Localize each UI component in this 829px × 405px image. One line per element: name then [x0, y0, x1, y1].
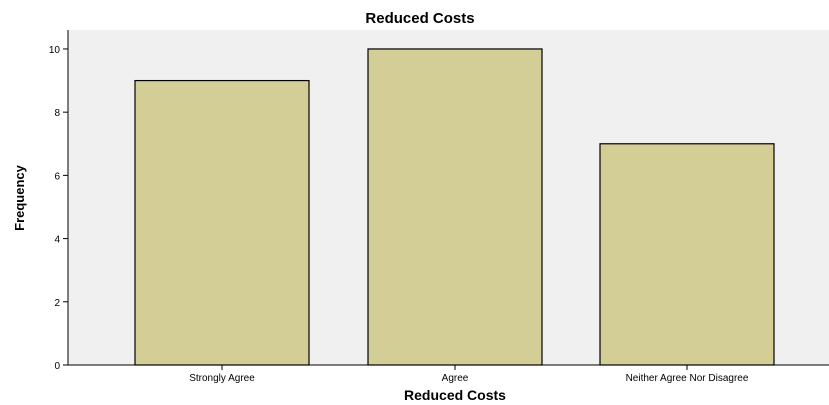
y-tick-label: 10	[49, 45, 61, 56]
x-tick-label: Neither Agree Nor Disagree	[626, 373, 749, 384]
bars-layer	[134, 48, 775, 366]
bar-strongly-agree	[134, 79, 310, 366]
chart-title: Reduced Costs	[365, 10, 474, 27]
axes-layer: Strongly Agree Agree Neither Agree Nor Dis…	[49, 30, 829, 384]
y-tick-label: 0	[54, 361, 60, 372]
y-tick-label: 6	[54, 171, 60, 182]
x-axis-label: Reduced Costs	[404, 387, 506, 403]
y-axis-label: Frequency	[12, 164, 27, 231]
x-tick-label: Strongly Agree	[189, 373, 255, 384]
y-tick-label: 4	[54, 235, 60, 246]
bar-neither-agree-nor-disagree	[599, 143, 775, 366]
bar-agree	[367, 48, 543, 366]
y-tick-label: 8	[54, 108, 60, 119]
x-tick-label: Agree	[442, 373, 469, 384]
y-tick-label: 2	[54, 298, 60, 309]
